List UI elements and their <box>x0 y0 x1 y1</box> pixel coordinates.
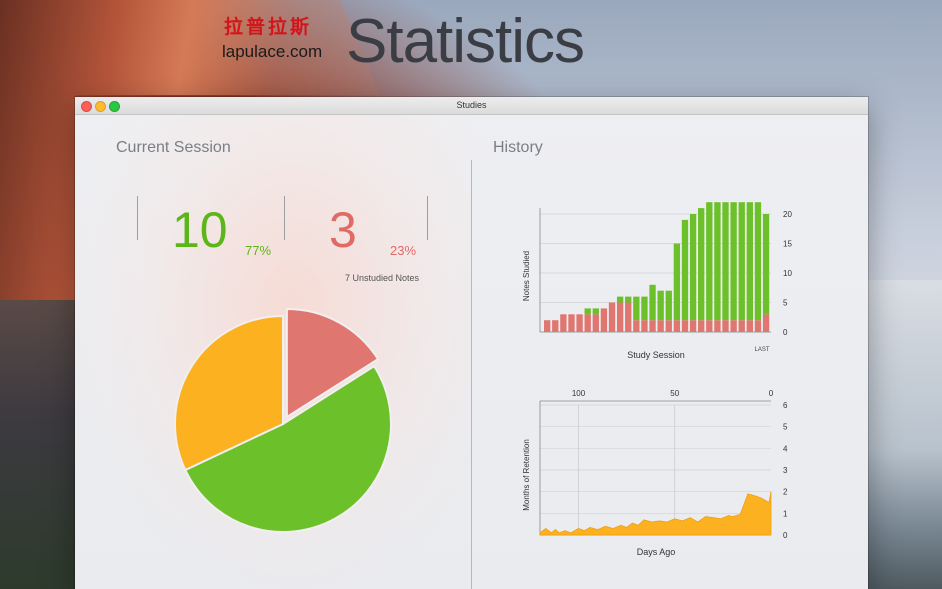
retention-y-tick-label: 4 <box>783 444 788 453</box>
notes-bar-red <box>681 320 689 332</box>
notes-bar-green <box>754 202 762 321</box>
current-session-title: Current Session <box>116 139 231 156</box>
notes-bar-green <box>762 214 770 315</box>
retention-y-tick-label: 1 <box>783 509 788 518</box>
retention-y-tick-label: 5 <box>783 423 788 432</box>
notes-bar-red <box>665 320 672 332</box>
notes-bar-green <box>689 214 697 321</box>
studied-count: 10 <box>172 202 228 258</box>
notes-bar-green <box>738 202 745 321</box>
notes-bar-red <box>706 320 713 332</box>
notes-bar-green <box>706 202 713 321</box>
notes-y-tick-label: 15 <box>783 240 792 249</box>
pie-slice-orange <box>174 314 284 472</box>
notes-bar-red <box>600 308 608 332</box>
retention-xlabel: Days Ago <box>637 547 676 557</box>
minimize-button[interactable] <box>95 101 106 112</box>
notes-bar-red <box>738 320 745 332</box>
notes-bar-red <box>625 302 632 332</box>
notes-bar-green <box>714 202 721 321</box>
retention-y-tick-label: 3 <box>783 466 788 475</box>
notes-bar-green <box>730 202 737 321</box>
notes-bar-red <box>722 320 729 332</box>
notes-bar-red <box>560 314 567 332</box>
notes-bar-green <box>592 308 599 315</box>
wallpaper-rock-dark <box>0 300 75 589</box>
notes-bar-red <box>762 314 770 332</box>
pie-slice-green <box>183 364 392 533</box>
notes-ylabel: Notes Studied <box>522 251 531 301</box>
pie-slice-red <box>285 307 380 419</box>
zoom-button[interactable] <box>109 101 120 112</box>
notes-bar-green <box>681 219 689 321</box>
notes-bar-red <box>552 320 559 332</box>
notes-bar-green <box>673 243 681 321</box>
notes-bar-red <box>641 320 648 332</box>
notes-y-tick-label: 0 <box>783 328 788 337</box>
notes-bar-green <box>584 308 591 315</box>
retention-y-tick-label: 2 <box>783 488 788 497</box>
unstudied-count: 3 <box>329 202 357 258</box>
notes-bar-red <box>689 320 697 332</box>
notes-bar-green <box>746 202 754 321</box>
notes-bar-green <box>649 284 656 321</box>
notes-studied-chart: Notes Studied Study Session LAST 20 15 10 5… <box>522 202 792 360</box>
notes-bar-red <box>568 314 575 332</box>
notes-bar-red <box>730 320 737 332</box>
notes-y-tick-label: 10 <box>783 269 792 278</box>
history-title: History <box>493 139 543 156</box>
unstudied-caption: 7 Unstudied Notes <box>345 273 420 283</box>
brand-chinese: 拉普拉斯 <box>224 16 313 38</box>
retention-x-tick-label: 0 <box>769 389 774 398</box>
notes-bar-red <box>576 314 583 332</box>
stat-separator <box>284 196 285 240</box>
wallpaper-right <box>867 280 942 589</box>
retention-y-tick-label: 6 <box>783 401 788 410</box>
notes-bar-red <box>754 320 762 332</box>
notes-bar-red <box>544 320 551 332</box>
retention-y-tick-label: 0 <box>783 531 788 540</box>
notes-bar-green <box>722 202 729 321</box>
notes-bar-red <box>616 302 624 332</box>
brand-url: lapulace.com <box>222 42 323 61</box>
close-button[interactable] <box>81 101 92 112</box>
retention-x-tick-label: 50 <box>670 389 679 398</box>
retention-x-tick-label: 100 <box>572 389 586 398</box>
notes-y-tick-label: 20 <box>783 210 792 219</box>
panel-divider <box>471 160 472 589</box>
notes-bar-red <box>608 302 616 332</box>
title-bar[interactable]: Studies <box>75 97 868 115</box>
notes-y-tick-label: 5 <box>783 299 788 308</box>
notes-bar-green <box>616 296 624 303</box>
notes-last-label: LAST <box>754 347 769 353</box>
stat-separator <box>427 196 428 240</box>
retention-chart: Months of Retention Days Ago 6 5 4 3 2 1 0 100 5… <box>522 389 788 557</box>
session-pie-chart <box>174 307 392 533</box>
notes-bar-red <box>698 320 705 332</box>
unstudied-percent: 23% <box>390 243 417 258</box>
notes-bar-red <box>584 314 591 332</box>
retention-ylabel: Months of Retention <box>522 439 531 511</box>
studied-percent: 77% <box>245 243 272 258</box>
notes-bar-red <box>657 320 664 332</box>
retention-area <box>539 491 772 536</box>
notes-xlabel: Study Session <box>627 350 685 360</box>
notes-bar-red <box>746 320 754 332</box>
notes-bar-red <box>633 320 640 332</box>
notes-bar-red <box>592 314 599 332</box>
notes-bar-red <box>649 320 656 332</box>
notes-bar-red <box>714 320 721 332</box>
hero-title: Statistics <box>346 7 585 76</box>
notes-bar-green <box>633 296 640 321</box>
notes-bar-green <box>625 296 632 303</box>
window-title: Studies <box>456 100 487 110</box>
notes-bar-green <box>657 290 664 321</box>
notes-bar-green <box>698 208 705 321</box>
notes-bar-red <box>673 320 681 332</box>
studies-window: Studies Current Session History 10 77% 3… <box>75 97 868 589</box>
notes-bar-green <box>665 290 672 321</box>
notes-bar-green <box>641 296 648 321</box>
stat-separator <box>137 196 138 240</box>
